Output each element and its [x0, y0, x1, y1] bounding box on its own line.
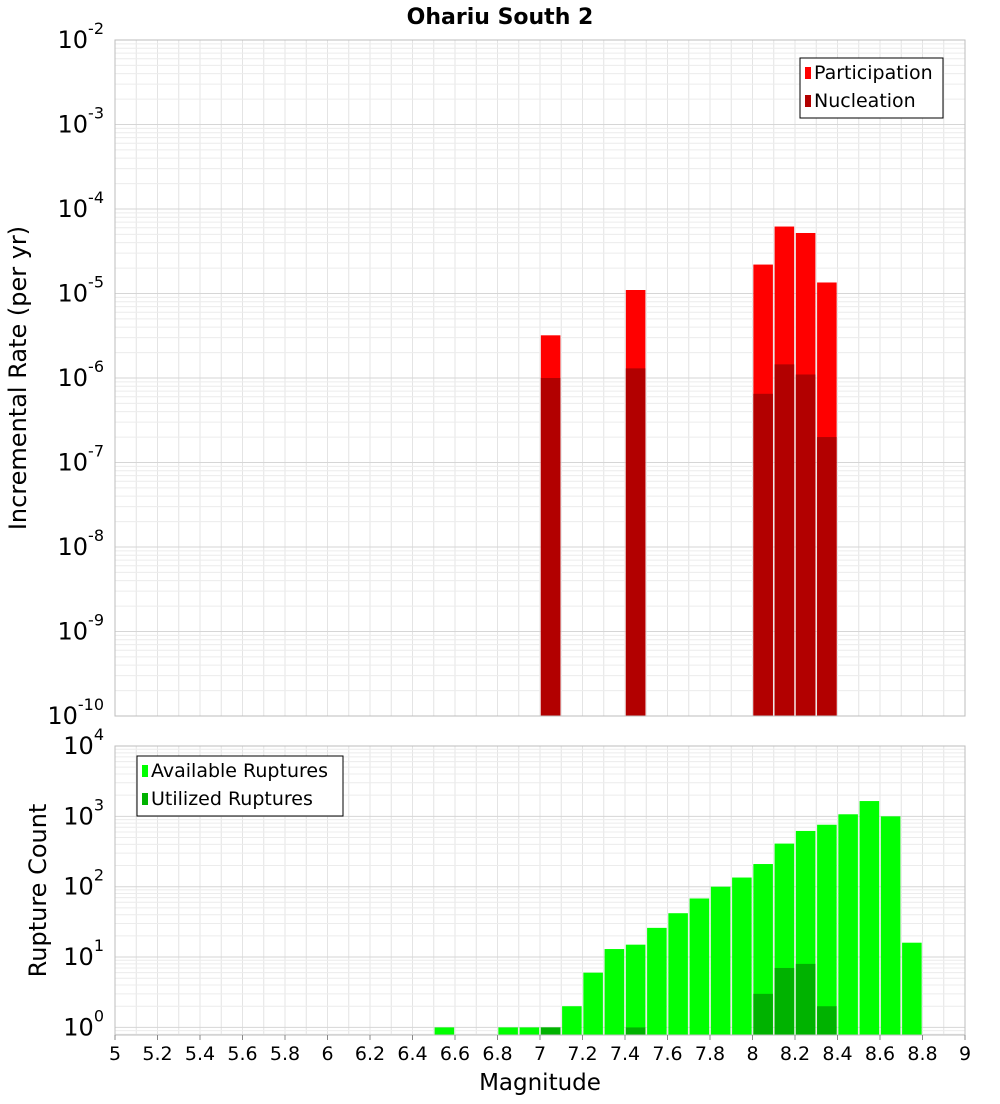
x-tick-label: 8.4 [822, 1043, 852, 1065]
x-tick-label: 6.6 [440, 1043, 470, 1065]
bar [774, 967, 795, 1035]
y-tick-label: 101 [63, 936, 104, 971]
bar [795, 374, 816, 716]
series-utilized-ruptures [540, 963, 837, 1035]
bar [753, 993, 773, 1035]
y-tick-label: 102 [63, 866, 104, 901]
legend-swatch [805, 67, 811, 79]
x-tick-label: 8.8 [907, 1043, 937, 1065]
y-tick-label: 10-10 [47, 695, 104, 730]
bar [604, 949, 625, 1035]
bar [625, 1027, 646, 1035]
legend-label: Nucleation [814, 90, 916, 112]
bar [880, 816, 901, 1035]
x-tick-label: 8 [746, 1043, 758, 1065]
x-tick-label: 5.6 [227, 1043, 257, 1065]
bar [540, 378, 561, 716]
y-tick-label: 10-8 [58, 526, 105, 561]
legend-label: Participation [814, 62, 933, 84]
x-tick-label: 8.2 [780, 1043, 810, 1065]
y-tick-label: 10-2 [58, 19, 105, 54]
legend-count: Available Ruptures Utilized Ruptures [136, 755, 344, 817]
x-tick-label: 7 [534, 1043, 546, 1065]
bar [753, 393, 773, 716]
y-tick-label: 103 [63, 795, 104, 830]
x-tick-label: 7.2 [567, 1043, 597, 1065]
x-tick-label: 5.4 [185, 1043, 215, 1065]
y-axis-label-count: Rupture Count [24, 804, 52, 978]
x-tick-label: 8.6 [865, 1043, 895, 1065]
bar [710, 886, 731, 1035]
y-tick-label: 10-7 [58, 442, 105, 477]
y-tick-labels-rate: 10-10 10-9 10-8 10-7 10-6 10-5 10-4 10-3 10-2 [47, 19, 104, 730]
x-tick-label: 6.4 [397, 1043, 427, 1065]
bar [817, 437, 837, 716]
bar [434, 1027, 455, 1035]
y-tick-label: 10-3 [58, 104, 105, 139]
bar [838, 814, 858, 1035]
y-tick-label: 10-4 [58, 188, 105, 223]
legend-swatch [142, 793, 148, 805]
legend-label: Available Ruptures [151, 760, 328, 782]
gridlines-rate [115, 40, 965, 716]
legend-label: Utilized Ruptures [151, 788, 313, 810]
plot-border-rate [114, 39, 966, 717]
bar [689, 898, 710, 1035]
x-tick-label: 6.2 [355, 1043, 385, 1065]
bar [647, 927, 667, 1035]
y-axis-label-rate: Incremental Rate (per yr) [4, 226, 32, 530]
x-tick-label: 6 [321, 1043, 333, 1065]
bar [519, 1027, 540, 1035]
bar [817, 824, 837, 1035]
x-tick-label: 5.2 [142, 1043, 172, 1065]
bar [583, 972, 603, 1035]
y-tick-label: 104 [63, 725, 104, 760]
legend-rate: Participation Nucleation [799, 57, 944, 119]
bar [498, 1027, 518, 1035]
bar [774, 364, 795, 716]
x-axis-label: Magnitude [479, 1070, 601, 1096]
y-tick-label: 10-6 [58, 357, 105, 392]
bar [625, 368, 646, 716]
bar [540, 1027, 561, 1035]
x-tick-label: 7.4 [610, 1043, 640, 1065]
bar [859, 801, 880, 1035]
bar [902, 942, 922, 1035]
y-tick-labels-count: 100 101 102 103 104 [63, 725, 104, 1041]
series-nucleation [540, 364, 837, 716]
y-tick-label: 100 [63, 1006, 104, 1041]
legend-box [136, 755, 344, 817]
x-tick-label: 6.8 [482, 1043, 512, 1065]
y-tick-label: 10-5 [58, 273, 105, 308]
y-tick-label: 10-9 [58, 611, 105, 646]
x-tick-label: 7.6 [652, 1043, 682, 1065]
x-tick-label: 9 [959, 1043, 971, 1065]
x-tick-labels: 5 5.2 5.4 5.6 5.8 6 6.2 6.4 6.6 6.8 7 7.2 7.4 7.6 7.8 8… [109, 1035, 971, 1065]
x-tick-label: 5.8 [270, 1043, 300, 1065]
legend-swatch [142, 765, 148, 777]
bar [753, 864, 773, 1035]
chart-title: Ohariu South 2 [407, 5, 594, 30]
bar [562, 1006, 582, 1035]
bar [668, 913, 688, 1035]
bar [817, 1006, 837, 1035]
legend-swatch [805, 95, 811, 107]
bar [625, 944, 646, 1035]
bar [795, 963, 816, 1035]
bar [732, 877, 752, 1035]
x-tick-label: 5 [109, 1043, 121, 1065]
legend-box [799, 57, 944, 119]
x-tick-label: 7.8 [695, 1043, 725, 1065]
